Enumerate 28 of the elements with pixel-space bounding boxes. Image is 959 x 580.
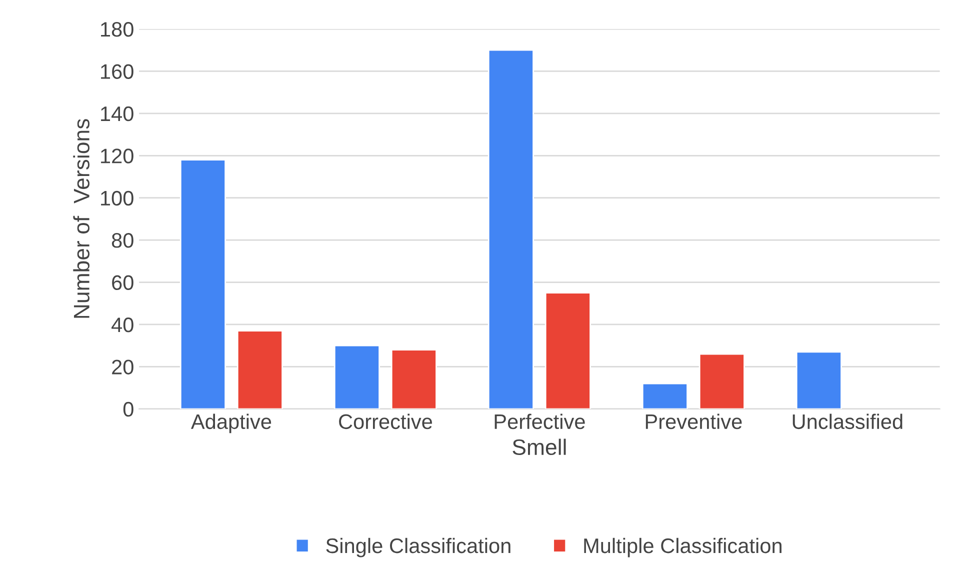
y-tick-label: 140 (101, 106, 134, 122)
bar (642, 382, 688, 409)
bar (544, 292, 591, 409)
x-tick-label: Unclassified (792, 414, 902, 430)
bar (334, 344, 380, 409)
x-tick-label: Preventive (646, 414, 742, 430)
y-tick-label: 120 (101, 148, 134, 164)
bar (488, 49, 534, 409)
bar (390, 349, 437, 409)
x-tick-label: Perfective (494, 414, 585, 430)
y-tick-label: 100 (101, 190, 134, 206)
bar (698, 353, 745, 409)
y-tick-label: 160 (101, 64, 134, 79)
x-tick-label: Corrective (339, 414, 432, 430)
legend-label: Multiple Classification (584, 538, 782, 558)
y-tick-label: 40 (112, 317, 134, 332)
y-tick-label: 20 (112, 360, 134, 374)
bar (236, 330, 283, 409)
legend-label: Single Classification (326, 538, 510, 558)
y-tick-label: 180 (101, 22, 134, 37)
y-tick-label: 60 (112, 275, 134, 290)
x-axis-title: Smell (512, 438, 566, 456)
bar (796, 351, 842, 409)
y-tick-label: 0 (123, 402, 134, 417)
y-axis-title: Number of Versions (73, 119, 90, 318)
bar (180, 159, 226, 409)
x-tick-label: Adaptive (190, 414, 272, 434)
y-tick-label: 80 (112, 233, 134, 248)
